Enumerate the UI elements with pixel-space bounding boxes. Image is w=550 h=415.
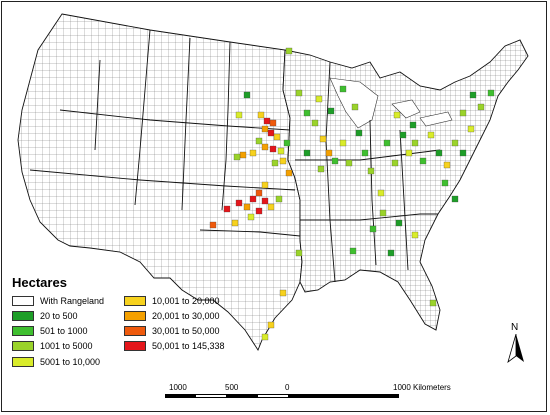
legend-item-50001-145338: 50,001 to 145,338 bbox=[124, 340, 225, 351]
north-arrow: N bbox=[505, 322, 527, 364]
legend-item-20001-30000: 20,001 to 30,000 bbox=[124, 310, 220, 321]
scale-segment bbox=[257, 394, 289, 398]
legend-swatch bbox=[12, 295, 34, 306]
legend-item-501-1000: 501 to 1000 bbox=[12, 325, 88, 336]
legend-item-5001-10000: 5001 to 10,000 bbox=[12, 356, 100, 367]
legend-label: 50,001 to 145,338 bbox=[152, 340, 225, 351]
legend-label: 20,001 to 30,000 bbox=[152, 310, 220, 321]
north-arrow-icon bbox=[507, 334, 524, 364]
legend-label: 20 to 500 bbox=[40, 310, 78, 321]
scale-label-500: 500 bbox=[225, 383, 239, 392]
scale-segment bbox=[227, 394, 257, 398]
scale-label-0: 0 bbox=[285, 383, 290, 392]
legend-swatch bbox=[124, 310, 146, 321]
scale-segment bbox=[289, 394, 399, 398]
legend-label: 501 to 1000 bbox=[40, 325, 88, 336]
legend-swatch bbox=[12, 356, 34, 367]
legend-label: 10,001 to 20,000 bbox=[152, 295, 220, 306]
legend-swatch bbox=[124, 325, 146, 336]
legend-item-with-rangeland: With Rangeland bbox=[12, 295, 104, 306]
legend-swatch bbox=[124, 340, 146, 351]
map-legend: Hectares With Rangeland 20 to 500 501 to… bbox=[12, 275, 232, 370]
eastern-us-counties bbox=[282, 39, 529, 331]
legend-label: 1001 to 5000 bbox=[40, 340, 93, 351]
legend-swatch bbox=[12, 340, 34, 351]
hectare-county-patches bbox=[209, 47, 495, 341]
legend-label: 5001 to 10,000 bbox=[40, 356, 101, 367]
legend-item-30001-50000: 30,001 to 50,000 bbox=[124, 325, 220, 336]
legend-label: With Rangeland bbox=[40, 295, 105, 306]
legend-swatch bbox=[124, 295, 146, 306]
scale-segment bbox=[195, 394, 227, 398]
scale-label-1000-left: 1000 bbox=[169, 383, 187, 392]
north-label: N bbox=[511, 322, 519, 333]
legend-label: 30,001 to 50,000 bbox=[152, 325, 220, 336]
legend-title: Hectares bbox=[12, 275, 67, 290]
legend-swatch bbox=[12, 310, 34, 321]
legend-item-20-500: 20 to 500 bbox=[12, 310, 78, 321]
state-boundaries bbox=[29, 29, 441, 283]
legend-swatch bbox=[12, 325, 34, 336]
scale-segment bbox=[165, 394, 195, 398]
legend-item-1001-5000: 1001 to 5000 bbox=[12, 340, 93, 351]
scale-label-1000-km: 1000 Kilometers bbox=[393, 383, 451, 392]
legend-item-10001-20000: 10,001 to 20,000 bbox=[124, 295, 220, 306]
